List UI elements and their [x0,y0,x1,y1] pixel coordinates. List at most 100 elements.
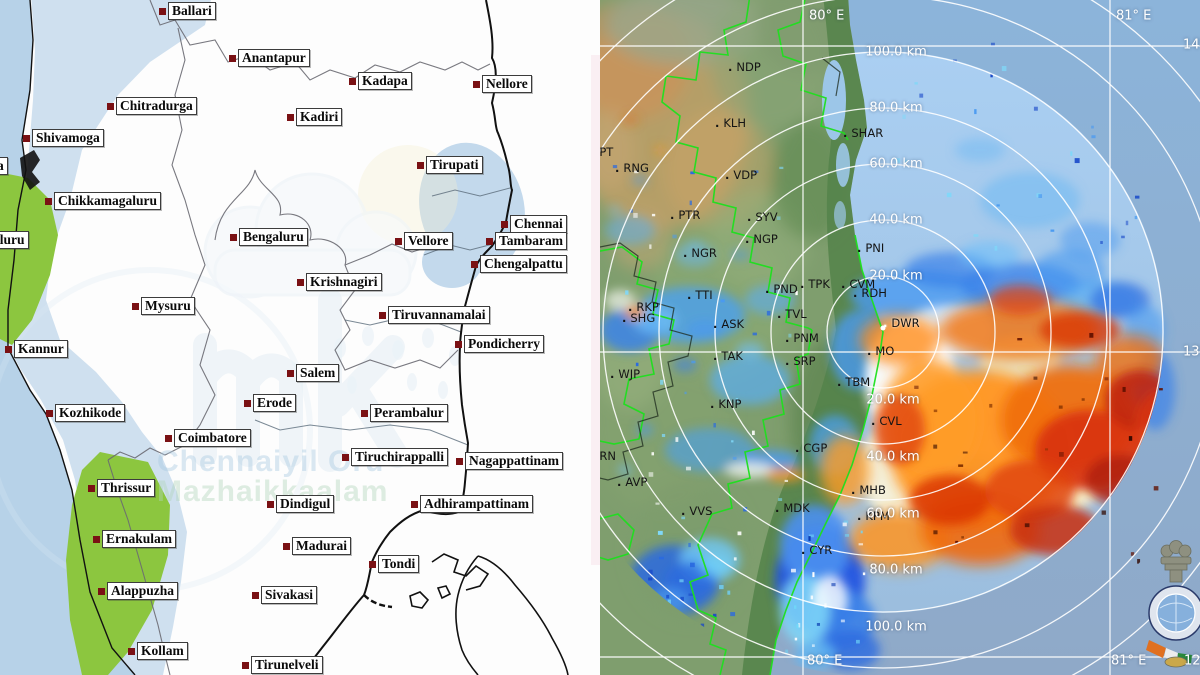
city-marker [242,661,249,669]
city-name: aluru [0,231,29,249]
city-marker [5,345,12,353]
city-marker [107,102,114,110]
city-label: Dindigul [267,495,335,513]
city-marker [244,399,251,407]
city-label: Sivakasi [252,586,318,604]
city-label: Kozhikode [46,404,126,422]
city-label: Chikkamagaluru [45,192,162,210]
city-label: Tirunelveli [242,656,323,674]
sri-lanka [409,553,569,675]
city-marker [93,535,100,543]
station-label: SYV [747,210,777,224]
city-name: Dindigul [276,495,335,513]
city-name: Tirunelveli [251,656,323,674]
city-name: Adhirampattinam [420,495,534,513]
station-label: TBM [837,375,870,389]
city-name: Tiruchirappalli [351,448,449,466]
city-name: Perambalur [370,404,448,422]
station-label: SHG [622,311,655,325]
city-marker [342,453,349,461]
city-marker [349,77,356,85]
city-marker [379,311,386,319]
station-label: NGP [745,232,777,246]
city-label: Alappuzha [98,582,179,600]
pulicat-lagoon [822,60,846,140]
city-name: Chikkamagaluru [54,192,162,210]
city-marker [417,161,424,169]
city-marker [395,237,402,245]
city-label: Bengaluru [230,228,308,246]
station-label: TPK [800,277,830,291]
city-name: Shivamoga [32,129,104,147]
station-label: KPM [857,509,889,523]
city-marker [165,434,172,442]
city-marker [88,484,95,492]
city-marker [132,302,139,310]
city-name: Alappuzha [107,582,179,600]
city-label: Chengalpattu [471,255,567,273]
forest-strip-kerala [66,452,170,675]
city-label: Tondi [369,555,420,573]
city-label: Ballari [159,2,216,20]
city-label: Anantapur [229,49,310,67]
city-marker [455,340,462,348]
city-name: Vellore [404,232,453,250]
station-label: ASK [713,317,744,331]
city-label: Krishnagiri [297,273,382,291]
station-label: CGP [795,441,827,455]
range-rings [600,0,1200,675]
station-label: KLH [715,116,746,130]
city-label: Pondicherry [455,335,544,353]
city-marker [159,7,166,15]
range-ring-label: 20.0 km [866,392,920,408]
forest-strip-north [0,172,58,345]
city-label: Tiruchirappalli [342,448,449,466]
city-label: Salem [287,364,340,382]
city-name: Chengalpattu [480,255,567,273]
range-ring-label: 40.0 km [869,212,923,228]
city-label: Erode [244,394,297,412]
estuary [20,150,40,190]
city-marker [252,591,259,599]
city-marker [297,278,304,286]
city-marker [287,369,294,377]
radar-panel: PT NDP KLH SHAR RNG VDP PTR SYV NGP NGR TTI PNDTPK C… [600,0,1200,675]
city-label: aluru [0,231,29,249]
city-label: Thrissur [88,479,156,497]
city-marker [283,542,290,550]
city-marker [456,457,463,465]
city-label: Perambalur [361,404,448,422]
station-label: TAK [713,349,743,363]
station-label: PND [765,282,797,296]
city-label: Chitradurga [107,97,197,115]
station-label: NDP [728,60,760,74]
range-ring-label: 60.0 km [866,506,920,522]
station-label: VVS [681,504,712,518]
station-label: PTR [670,208,700,222]
city-name: Chitradurga [116,97,197,115]
city-name: Kannur [14,340,68,358]
city-label: Madurai [283,537,352,555]
coordinate-label: 13° [1183,344,1200,360]
radar-image [600,0,1200,675]
city-name: Anantapur [238,49,310,67]
city-marker [98,587,105,595]
range-ring-label: 60.0 km [869,156,923,172]
station-label: MHB [851,483,885,497]
city-marker [473,80,480,88]
city-marker [471,260,478,268]
coordinate-label: 81° E [1116,8,1152,24]
city-name: Ballari [168,2,216,20]
city-label: Mysuru [132,297,195,315]
city-name: Krishnagiri [306,273,382,291]
city-label: Chennai [501,215,567,233]
coordinate-label: 14° [1183,37,1200,53]
city-name: Thrissur [97,479,156,497]
city-name: Tambaram [495,232,568,250]
range-ring-label: 40.0 km [866,449,920,465]
city-label: Coimbatore [165,429,251,447]
city-name: Nellore [482,75,532,93]
coordinate-label: 80° E [807,653,843,669]
station-label: CVL [871,414,901,428]
city-label: Vellore [395,232,453,250]
